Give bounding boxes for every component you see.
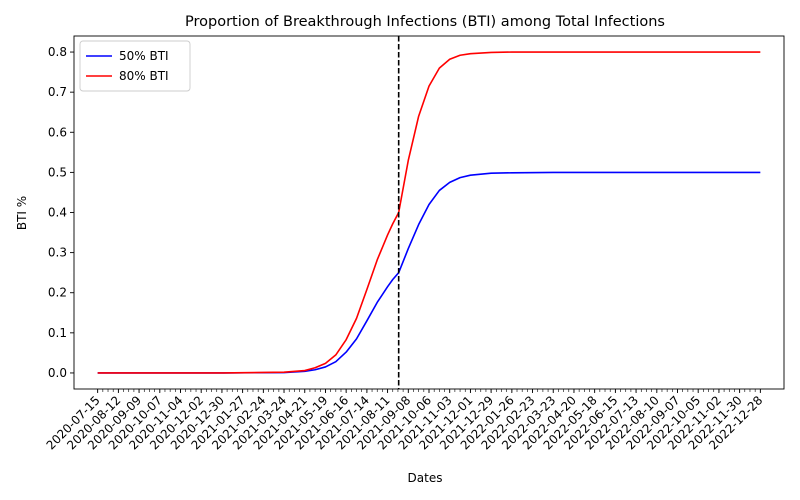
x-axis-label: Dates — [408, 471, 443, 485]
y-tick-label: 0.2 — [48, 286, 67, 300]
chart-title: Proportion of Breakthrough Infections (B… — [185, 14, 665, 30]
series-line-2 — [97, 51, 761, 374]
y-tick-label: 0.8 — [48, 45, 67, 59]
series-line-1 — [97, 171, 761, 374]
y-tick-label: 0.6 — [48, 125, 67, 139]
y-tick-label: 0.4 — [48, 206, 67, 220]
y-tick-label: 0.7 — [48, 85, 67, 99]
y-tick-label: 0.1 — [48, 326, 67, 340]
y-axis-label: BTI % — [15, 196, 29, 230]
legend-label: 80% BTI — [119, 69, 169, 83]
legend-label: 50% BTI — [119, 49, 169, 63]
legend: 50% BTI 80% BTI — [79, 40, 191, 92]
y-tick-label: 0.5 — [48, 165, 67, 179]
legend-box — [79, 40, 191, 92]
plot-area: 0.00.10.20.30.40.50.60.70.82020-07-15202… — [44, 35, 785, 452]
y-tick-label: 0.0 — [48, 366, 67, 380]
y-tick-label: 0.3 — [48, 246, 67, 260]
